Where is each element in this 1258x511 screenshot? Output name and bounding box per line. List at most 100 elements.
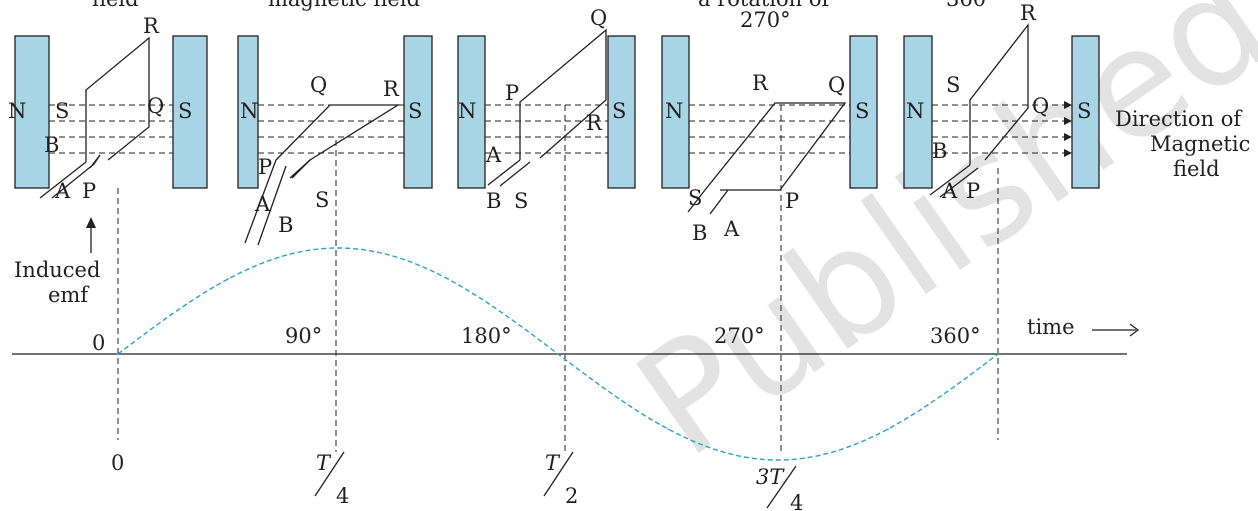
time-tick-quarter-slash <box>314 451 345 497</box>
time-label: time <box>1027 315 1075 339</box>
coil-stage-4: R S Q B A P <box>929 1 1049 203</box>
origin-label: 0 <box>92 331 105 355</box>
pole-label-s-3: S <box>612 99 626 123</box>
pole-label-n-3: N <box>458 99 476 123</box>
emf-point-270deg <box>777 459 779 461</box>
coil4-label-a: A <box>941 179 958 203</box>
angle-label-360: 360° <box>930 324 981 348</box>
magnet-n-2 <box>237 35 259 189</box>
magnets <box>14 35 1100 189</box>
coil3-label-s: S <box>688 186 702 210</box>
induced-label: Induced <box>14 258 100 282</box>
coil1-label-r: R <box>383 77 400 101</box>
emf-data-points <box>117 247 999 461</box>
time-tick-half-slash <box>543 451 574 497</box>
header-fragment-270: 270° <box>740 8 791 32</box>
coil2-label-s: S <box>514 189 528 213</box>
pole-label-s-4: S <box>855 99 869 123</box>
field-lines <box>49 101 1072 157</box>
time-tick-quarter-num: T <box>316 451 332 475</box>
time-tick-half: T 2 <box>543 451 578 508</box>
emf-point-135deg <box>447 277 449 280</box>
coil2-label-a: A <box>485 143 502 167</box>
coil4-label-r: R <box>1020 1 1037 25</box>
time-tick-three-quarter-num: 3T <box>756 465 785 489</box>
emf-point-360deg <box>997 353 999 355</box>
angle-label-180: 180° <box>461 324 512 348</box>
guide-lines <box>117 105 999 452</box>
coil3-label-q: Q <box>828 73 845 97</box>
time-tick-zero: 0 <box>111 451 124 475</box>
coil3-label-p: P <box>785 189 799 213</box>
coil3-label-a: A <box>723 217 740 241</box>
time-tick-half-den: 2 <box>565 484 578 508</box>
induced-emf-label: Induced emf <box>14 217 100 307</box>
coil3-label-b: B <box>692 221 707 245</box>
magnet-s-1 <box>172 35 208 189</box>
coil1-label-q: Q <box>310 73 327 97</box>
coil0-label-a: A <box>54 179 71 203</box>
header-fragment-field: field <box>92 0 139 11</box>
coil0-label-b: B <box>44 133 59 157</box>
magnet-n-5 <box>903 35 933 189</box>
header-fragment-rotation: a rotation of <box>698 0 831 11</box>
coil1-label-p: P <box>258 155 272 179</box>
emf-point-180deg <box>557 353 559 355</box>
angle-label-90: 90° <box>285 324 322 348</box>
pole-labels: N S N S N S N S N S <box>8 99 1091 123</box>
emf-point-90deg <box>337 247 339 249</box>
header-fragment-360: 360° <box>946 0 997 11</box>
coil0-label-p: P <box>82 179 96 203</box>
coil1-label-a: A <box>254 192 271 216</box>
emf-point-315deg <box>887 428 889 431</box>
emf-point-0deg <box>117 353 119 355</box>
angle-label-270: 270° <box>714 324 765 348</box>
field-direction-line-2: Magnetic <box>1150 132 1250 156</box>
emf-arrow-head <box>86 217 96 228</box>
field-direction-line-1: Direction of <box>1115 107 1243 131</box>
magnet-n-1 <box>14 35 50 189</box>
coil0-label-r: R <box>143 14 160 38</box>
magnet-n-3 <box>457 35 486 189</box>
magnet-s-5 <box>1071 35 1100 189</box>
coil1-label-s: S <box>315 188 329 212</box>
coil-stage-1: Q R P A B S <box>244 73 401 246</box>
time-tick-three-quarter: 3T 4 <box>756 465 803 511</box>
time-arrow: time <box>1027 315 1140 339</box>
coil-stage-0: R Q S B A P <box>39 14 164 203</box>
pole-label-n-1: N <box>8 99 26 123</box>
coil4-label-q: Q <box>1032 94 1049 118</box>
coil4-label-s: S <box>946 73 960 97</box>
coil4-label-b: B <box>932 139 947 163</box>
time-tick-quarter-den: 4 <box>336 484 349 508</box>
magnet-s-2 <box>403 35 433 189</box>
coil-stage-3: R Q S B A P <box>687 71 847 245</box>
watermark-text: Published <box>608 0 1258 491</box>
field-direction-label: Direction of Magnetic field <box>1115 107 1250 181</box>
coil-stage-2: Q P R A B S <box>485 6 607 213</box>
field-direction-line-3: field <box>1173 157 1220 181</box>
coil2-label-q: Q <box>590 6 607 30</box>
pole-label-s-1: S <box>178 99 192 123</box>
pole-label-s-5: S <box>1077 99 1091 123</box>
coil0-label-q: Q <box>147 94 164 118</box>
emf-point-225deg <box>667 428 669 431</box>
coil2-label-r: R <box>586 111 603 135</box>
pole-label-n-4: N <box>665 99 683 123</box>
pole-label-s-2: S <box>408 99 422 123</box>
pole-label-n-2: N <box>240 99 258 123</box>
time-arrow-head <box>1129 323 1140 337</box>
magnet-s-3 <box>607 35 636 189</box>
pole-label-n-5: N <box>906 99 924 123</box>
coil1-label-b: B <box>278 213 293 237</box>
coil2-label-p: P <box>505 81 519 105</box>
coil0-label-s: S <box>55 99 69 123</box>
time-tick-three-quarter-slash <box>766 465 797 509</box>
time-tick-quarter: T 4 <box>314 451 349 508</box>
magnet-s-4 <box>849 35 878 189</box>
time-tick-half-num: T <box>545 451 561 475</box>
magnet-n-4 <box>661 35 690 189</box>
coil3-label-r: R <box>752 71 769 95</box>
emf-point-45deg <box>227 277 229 280</box>
